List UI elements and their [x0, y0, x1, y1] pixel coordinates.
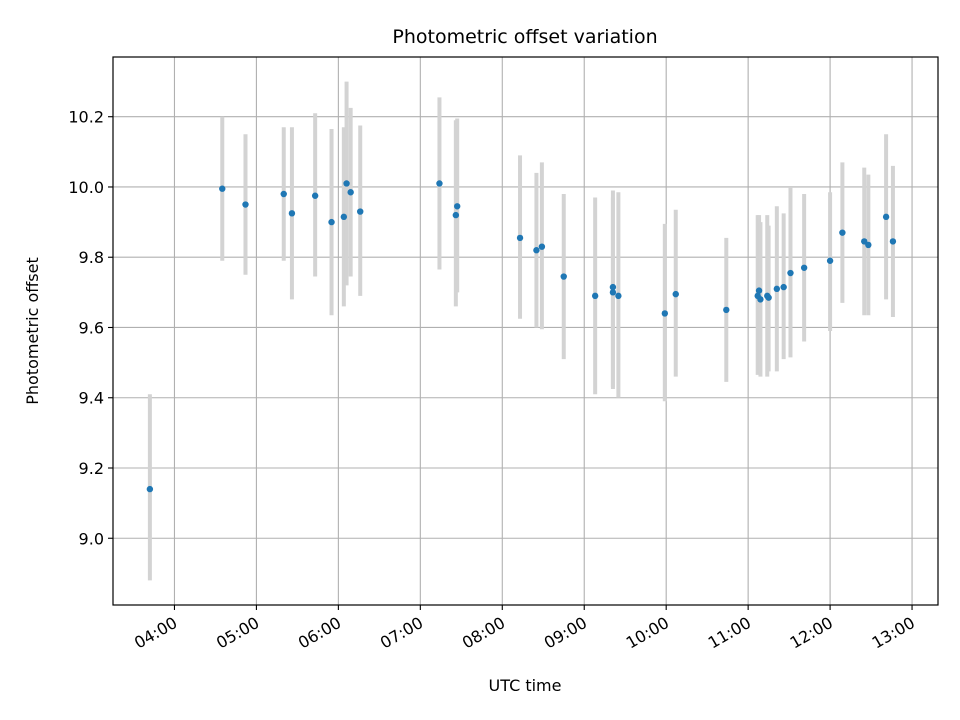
- data-point: [560, 273, 567, 280]
- data-point: [780, 283, 787, 291]
- data-point: [826, 257, 834, 264]
- data-point: [889, 238, 897, 245]
- y-tick-label: 9.4: [79, 389, 104, 408]
- data-point: [773, 285, 781, 293]
- data-point: [765, 294, 772, 301]
- data-point: [865, 241, 872, 249]
- data-point: [882, 213, 890, 221]
- data-point: [533, 247, 540, 254]
- data-point: [311, 192, 319, 199]
- data-point: [800, 264, 808, 271]
- chart-title: Photometric offset variation: [392, 26, 657, 48]
- y-tick-label: 9.6: [79, 318, 104, 337]
- data-point: [516, 234, 524, 242]
- data-point: [672, 290, 679, 298]
- y-axis: 9.0 9.2 9.4 9.6 9.8 10.0 10.2: [68, 108, 113, 548]
- data-points: [146, 180, 897, 493]
- data-point: [242, 201, 249, 208]
- data-point: [755, 287, 763, 294]
- data-point: [452, 211, 460, 219]
- data-point: [357, 208, 364, 215]
- data-point: [661, 310, 669, 317]
- grid: [113, 57, 938, 605]
- data-point: [757, 296, 764, 303]
- y-tick-label: 9.0: [79, 529, 104, 548]
- data-point: [538, 243, 546, 250]
- x-axis-label: UTC time: [489, 676, 562, 695]
- data-point: [146, 485, 154, 493]
- data-point: [609, 283, 617, 291]
- data-point: [454, 203, 461, 210]
- data-point: [347, 189, 354, 196]
- y-tick-label: 10.2: [68, 108, 104, 127]
- y-axis-label: Photometric offset: [23, 257, 42, 405]
- y-tick-label: 9.8: [79, 248, 104, 267]
- data-point: [219, 185, 226, 192]
- data-point: [723, 306, 730, 314]
- data-point: [328, 218, 335, 226]
- y-tick-label: 10.0: [68, 178, 104, 197]
- data-point: [288, 210, 296, 217]
- plot-frame: [112, 56, 939, 606]
- data-point: [340, 213, 348, 221]
- y-tick-label: 9.2: [79, 459, 104, 478]
- data-point: [615, 292, 622, 300]
- data-point: [787, 269, 794, 277]
- data-point: [839, 229, 846, 236]
- data-point: [343, 180, 350, 187]
- data-point: [609, 289, 617, 296]
- data-point: [280, 190, 287, 198]
- data-point: [591, 292, 599, 300]
- data-point: [436, 180, 443, 187]
